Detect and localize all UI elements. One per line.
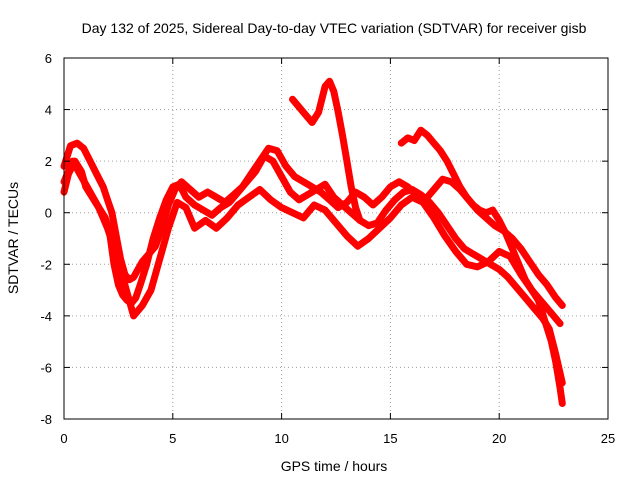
x-tick-label: 15 [383,431,397,446]
x-tick-label: 20 [492,431,506,446]
y-tick-label: 0 [45,206,52,221]
y-tick-label: 4 [45,103,52,118]
chart-title: Day 132 of 2025, Sidereal Day-to-day VTE… [82,20,587,36]
x-tick-label: 0 [60,431,67,446]
series-line-trace-c [60,157,564,328]
x-axis: 0 5 10 15 20 25 [60,58,615,446]
y-tick-label: -6 [40,360,52,375]
y-tick-label: -4 [40,309,52,324]
plot-area [60,77,566,407]
y-axis: -8 -6 -4 -2 0 2 4 6 [40,51,608,427]
y-tick-label: -8 [40,412,52,427]
x-tick-label: 10 [274,431,288,446]
x-tick-label: 25 [601,431,615,446]
x-axis-label: GPS time / hours [281,458,388,474]
series-line-trace-e [397,126,566,407]
y-tick-label: 2 [45,154,52,169]
y-axis-label: SDTVAR / TECUs [5,182,21,294]
y-tick-label: -2 [40,257,52,272]
series-line-trace-a [60,152,566,387]
y-tick-label: 6 [45,51,52,66]
x-tick-label: 5 [169,431,176,446]
series-line-trace-d [289,77,364,224]
plot-frame [63,57,609,420]
